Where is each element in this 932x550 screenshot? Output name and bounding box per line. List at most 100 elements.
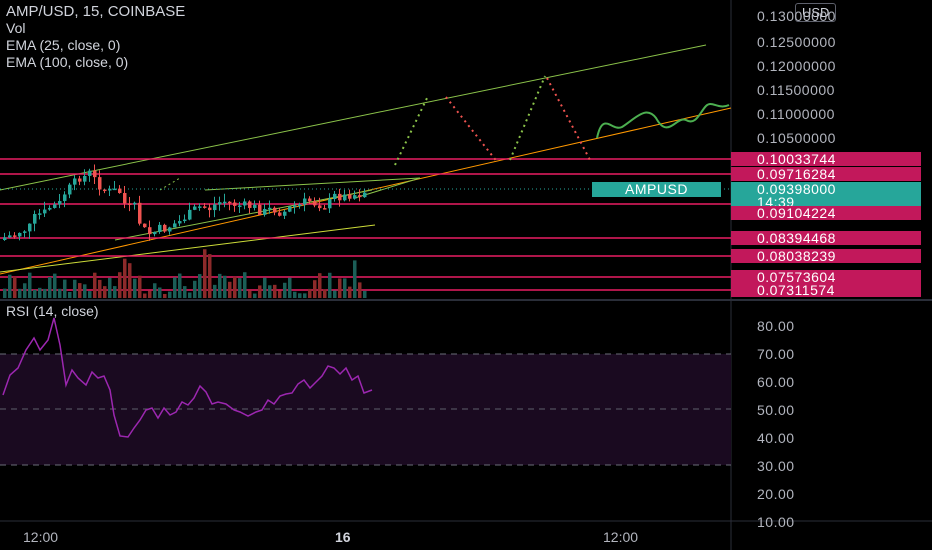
level-price-label: 0.07573604 [731, 270, 921, 284]
volume-bar [13, 276, 17, 298]
candle [18, 232, 22, 241]
volume-bar [243, 272, 247, 298]
candle [3, 232, 7, 241]
volume-bar [353, 260, 357, 298]
candle [253, 200, 257, 211]
rsi-tick: 30.00 [757, 458, 795, 474]
volume-bar [123, 258, 127, 298]
candle [28, 223, 32, 239]
volume-bar [188, 292, 192, 298]
candle [33, 210, 37, 232]
candle [23, 230, 27, 238]
rsi-tick: 80.00 [757, 318, 795, 334]
volume-bar [253, 293, 257, 298]
volume-bar [333, 290, 337, 298]
candle [288, 206, 292, 213]
candle [153, 231, 157, 237]
volume-bar [258, 285, 262, 298]
price-tick: 0.13000000 [757, 8, 836, 24]
level-price-label: 0.10033744 [731, 152, 921, 166]
volume-bar [78, 283, 82, 298]
time-tick: 16 [335, 529, 351, 545]
candle [118, 185, 122, 194]
volume-bar [173, 277, 177, 298]
volume-bar [298, 293, 302, 298]
candle [98, 170, 102, 196]
candle [13, 232, 17, 239]
rsi-title[interactable]: RSI (14, close) [6, 303, 99, 319]
candle [103, 189, 107, 194]
bar-countdown: 14:39 [757, 194, 795, 210]
level-price-label: 0.09716284 [731, 167, 921, 181]
level-price-label: 0.07311574 [731, 283, 921, 297]
price-tick: 0.12000000 [757, 58, 836, 74]
current-price-value: 0.09398000 [757, 181, 836, 197]
volume-bar [228, 281, 232, 298]
level-price-label: 0.08394468 [731, 231, 921, 245]
rsi-tick: 70.00 [757, 346, 795, 362]
candle [93, 164, 97, 184]
candle [293, 201, 297, 214]
volume-bar [38, 287, 42, 298]
candle [173, 220, 177, 228]
volume-bar [178, 273, 182, 298]
candle [158, 222, 162, 234]
volume-bar [318, 273, 322, 298]
volume-bar [138, 275, 142, 298]
volume-bar [308, 288, 312, 298]
ema-100-label[interactable]: EMA (100, close, 0) [6, 54, 129, 70]
ticker-tag: AMPUSD [592, 182, 721, 197]
projection-down-1 [445, 96, 499, 164]
candle [298, 202, 302, 209]
volume-bar [18, 288, 22, 298]
volume-bar [98, 279, 102, 298]
volume-bar [343, 278, 347, 298]
volume-bar [103, 286, 107, 298]
volume-bar [48, 276, 52, 298]
symbol-title[interactable]: AMP/USD, 15, COINBASE [6, 3, 186, 20]
candle [263, 203, 267, 217]
volume-bar [118, 272, 122, 298]
volume-bar [238, 278, 242, 298]
time-tick: 12:00 [603, 529, 639, 545]
horizontal-levels [0, 158, 731, 291]
candle [78, 175, 82, 186]
candle [303, 192, 307, 212]
volume-bar [218, 273, 222, 298]
candle [53, 201, 57, 209]
volume-bar [268, 285, 272, 298]
current-price-label: 0.09398000 14:39 [731, 182, 921, 209]
level-price-label: 0.08038239 [731, 249, 921, 263]
volume-bar [233, 276, 237, 298]
rsi-tick: 50.00 [757, 402, 795, 418]
volume-bar [248, 290, 252, 298]
volume-indicator-label[interactable]: Vol [6, 20, 26, 36]
volume-bar [193, 280, 197, 298]
candle [333, 191, 337, 202]
rsi-tick: 10.00 [757, 514, 795, 530]
candle [178, 215, 182, 227]
currency-button[interactable]: USD [795, 3, 837, 22]
volume-bar [148, 290, 152, 298]
volume-bar [63, 279, 67, 298]
candle [203, 203, 207, 209]
candle [208, 203, 212, 218]
volume-bar [8, 274, 12, 298]
candle [148, 220, 152, 241]
projection-up-1 [394, 95, 429, 166]
ema-25-label[interactable]: EMA (25, close, 0) [6, 37, 121, 53]
volume-bar [303, 293, 307, 298]
volume-bar [153, 283, 157, 298]
candle [83, 169, 87, 186]
candle [228, 201, 232, 211]
candle [283, 209, 287, 219]
candle [128, 197, 132, 212]
candle [58, 193, 62, 209]
projection-start-dots [159, 177, 181, 191]
candle [213, 196, 217, 218]
rsi-tick: 20.00 [757, 486, 795, 502]
candle [258, 200, 262, 216]
volume-bar [68, 292, 72, 298]
volume-bar [33, 289, 37, 298]
